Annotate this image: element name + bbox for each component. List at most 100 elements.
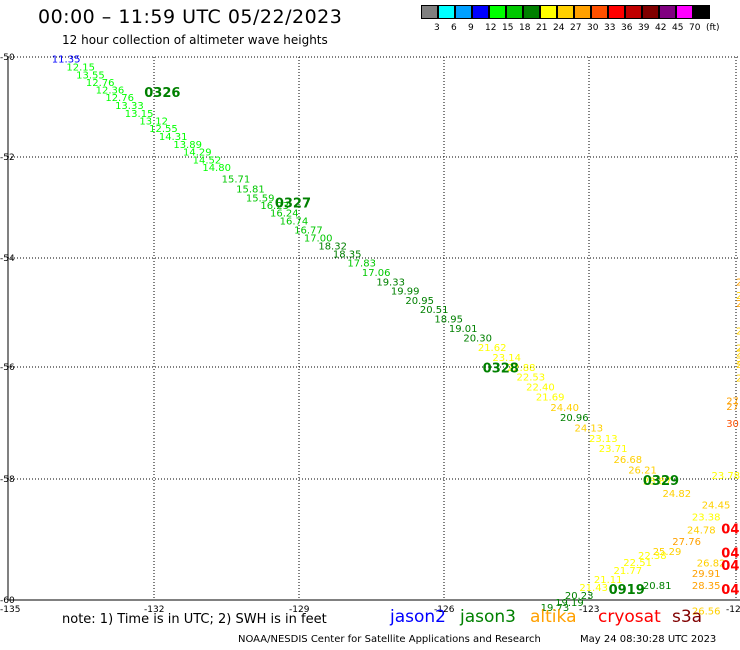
wave-height-value: 27.76 (672, 537, 701, 548)
wave-height-value: 25.75 (736, 291, 740, 302)
legend-label: 70 (689, 23, 701, 33)
wave-height-value: 12.15 (66, 63, 95, 74)
pass-time-label: 0328 (483, 362, 519, 377)
legend-label: 39 (638, 23, 650, 33)
wave-height-value: 22.53 (517, 372, 546, 383)
legend-label: 36 (621, 23, 633, 33)
satellite-label-jason2: jason2 (390, 607, 446, 627)
wave-height-value: 24.82 (663, 489, 692, 500)
satellite-label-cryosat: cryosat (598, 607, 661, 627)
wave-height-value: 21.62 (478, 343, 507, 354)
lat-tick-label: -58 (0, 475, 15, 485)
pass-time-label: 0919 (609, 583, 645, 598)
wave-height-value: 24.13 (575, 423, 604, 434)
wave-height-value: 17.83 (347, 259, 376, 270)
wave-height-value: 13.12 (139, 117, 168, 128)
wave-height-value: 14.52 (193, 156, 222, 167)
wave-height-value: 14.31 (159, 132, 188, 143)
legend-swatch (659, 5, 676, 19)
footnote: note: 1) Time is in UTC; 2) SWH is in fe… (62, 612, 327, 627)
lon-tick-label: -120 (726, 605, 740, 615)
legend-swatch (540, 5, 557, 19)
legend-swatch (472, 5, 489, 19)
pass-time-label: 04 (721, 522, 739, 537)
lon-tick-label: -126 (434, 605, 455, 615)
pass-time-label: 0329 (643, 474, 679, 489)
lon-tick-label: -135 (0, 605, 20, 615)
lon-tick-label: -129 (289, 605, 310, 615)
wave-height-value: 22.38 (638, 551, 667, 562)
wave-height-value: 15.71 (222, 174, 251, 185)
satellite-label-altika: altika (530, 607, 577, 627)
wave-height-value: 13.33 (115, 101, 144, 112)
wave-height-value: 29.91 (692, 569, 721, 580)
wave-height-value: 17.06 (362, 268, 391, 279)
lon-tick-label: -132 (144, 605, 164, 615)
lat-tick-label: -60 (0, 596, 15, 606)
legend-label: 3 (434, 23, 440, 33)
wave-height-value: 13.89 (173, 140, 202, 151)
satellite-label-jason3: jason3 (460, 607, 516, 627)
legend-label: 45 (672, 23, 684, 33)
wave-height-value: 16.77 (294, 225, 323, 236)
wave-height-value: 12.36 (96, 86, 125, 97)
wave-height-value: 22.51 (623, 558, 652, 569)
wave-height-value: 28.14 (736, 299, 740, 310)
legend-swatch (591, 5, 608, 19)
wave-height-value: 19.19 (555, 598, 584, 609)
wave-height-value: 16.24 (270, 209, 299, 220)
wave-height-value: 16.74 (280, 217, 309, 228)
legend-label: 12 (485, 23, 497, 33)
wave-height-value: 14.29 (183, 148, 212, 159)
wave-height-value: 19.01 (449, 324, 478, 335)
legend-label: 24 (553, 23, 565, 33)
wave-height-value: 26.68 (614, 455, 643, 466)
legend-swatch (455, 5, 472, 19)
page-subtitle: 12 hour collection of altimeter wave hei… (62, 33, 328, 47)
wave-height-value: 26.82 (697, 559, 726, 570)
wave-height-value: 23.38 (692, 513, 721, 524)
wave-height-value: 23.87 (643, 476, 672, 487)
pass-time-label: 0327 (275, 197, 311, 212)
pass-time-label: 04 (721, 547, 739, 562)
wave-height-value: 21.11 (594, 575, 623, 586)
wave-height-value: 23.78 (712, 471, 740, 482)
wave-height-value: 18.32 (318, 241, 347, 252)
legend-label: 6 (451, 23, 457, 33)
wave-height-value: 21.69 (536, 393, 565, 404)
wave-height-value: 30.13 (726, 419, 740, 430)
legend-label: 42 (655, 23, 667, 33)
wave-height-value: 18.35 (333, 249, 362, 260)
wave-height-value: 25.29 (653, 547, 682, 558)
wave-height-value: 14.80 (202, 163, 231, 174)
legend-label: 21 (536, 23, 548, 33)
wave-height-value: 19.33 (376, 277, 405, 288)
wave-height-value: 27.58 (726, 397, 740, 408)
pass-time-label: 04 (721, 559, 739, 574)
wave-height-value: 13.15 (125, 109, 154, 120)
wave-height-value: 15.81 (236, 184, 265, 195)
wave-height-value: 12.76 (86, 78, 115, 89)
legend-label: 33 (604, 23, 616, 33)
wave-height-value: 12.55 (149, 124, 178, 135)
legend-swatch (676, 5, 693, 19)
wave-height-value: 24.45 (702, 501, 731, 512)
wave-height-value: 19.99 (391, 287, 420, 298)
lat-tick-label: -56 (0, 363, 15, 373)
legend-swatch (642, 5, 659, 19)
wave-height-value: 26.74 (736, 360, 740, 371)
legend-swatch (421, 5, 438, 19)
lon-tick-label: -123 (579, 605, 599, 615)
wave-height-value: 18.95 (434, 314, 463, 325)
legend-swatch (574, 5, 591, 19)
legend-swatch (523, 5, 540, 19)
credit-text: NOAA/NESDIS Center for Satellite Applica… (238, 634, 541, 645)
wave-height-value: 13.55 (76, 71, 105, 82)
wave-height-value: 25.78 (736, 356, 740, 367)
legend-label: 30 (587, 23, 599, 33)
generated-timestamp: May 24 08:30:28 UTC 2023 (580, 634, 717, 645)
lat-tick-label: -50 (0, 53, 15, 63)
legend-label: 9 (468, 23, 474, 33)
wave-height-value: 15.59 (246, 193, 275, 204)
